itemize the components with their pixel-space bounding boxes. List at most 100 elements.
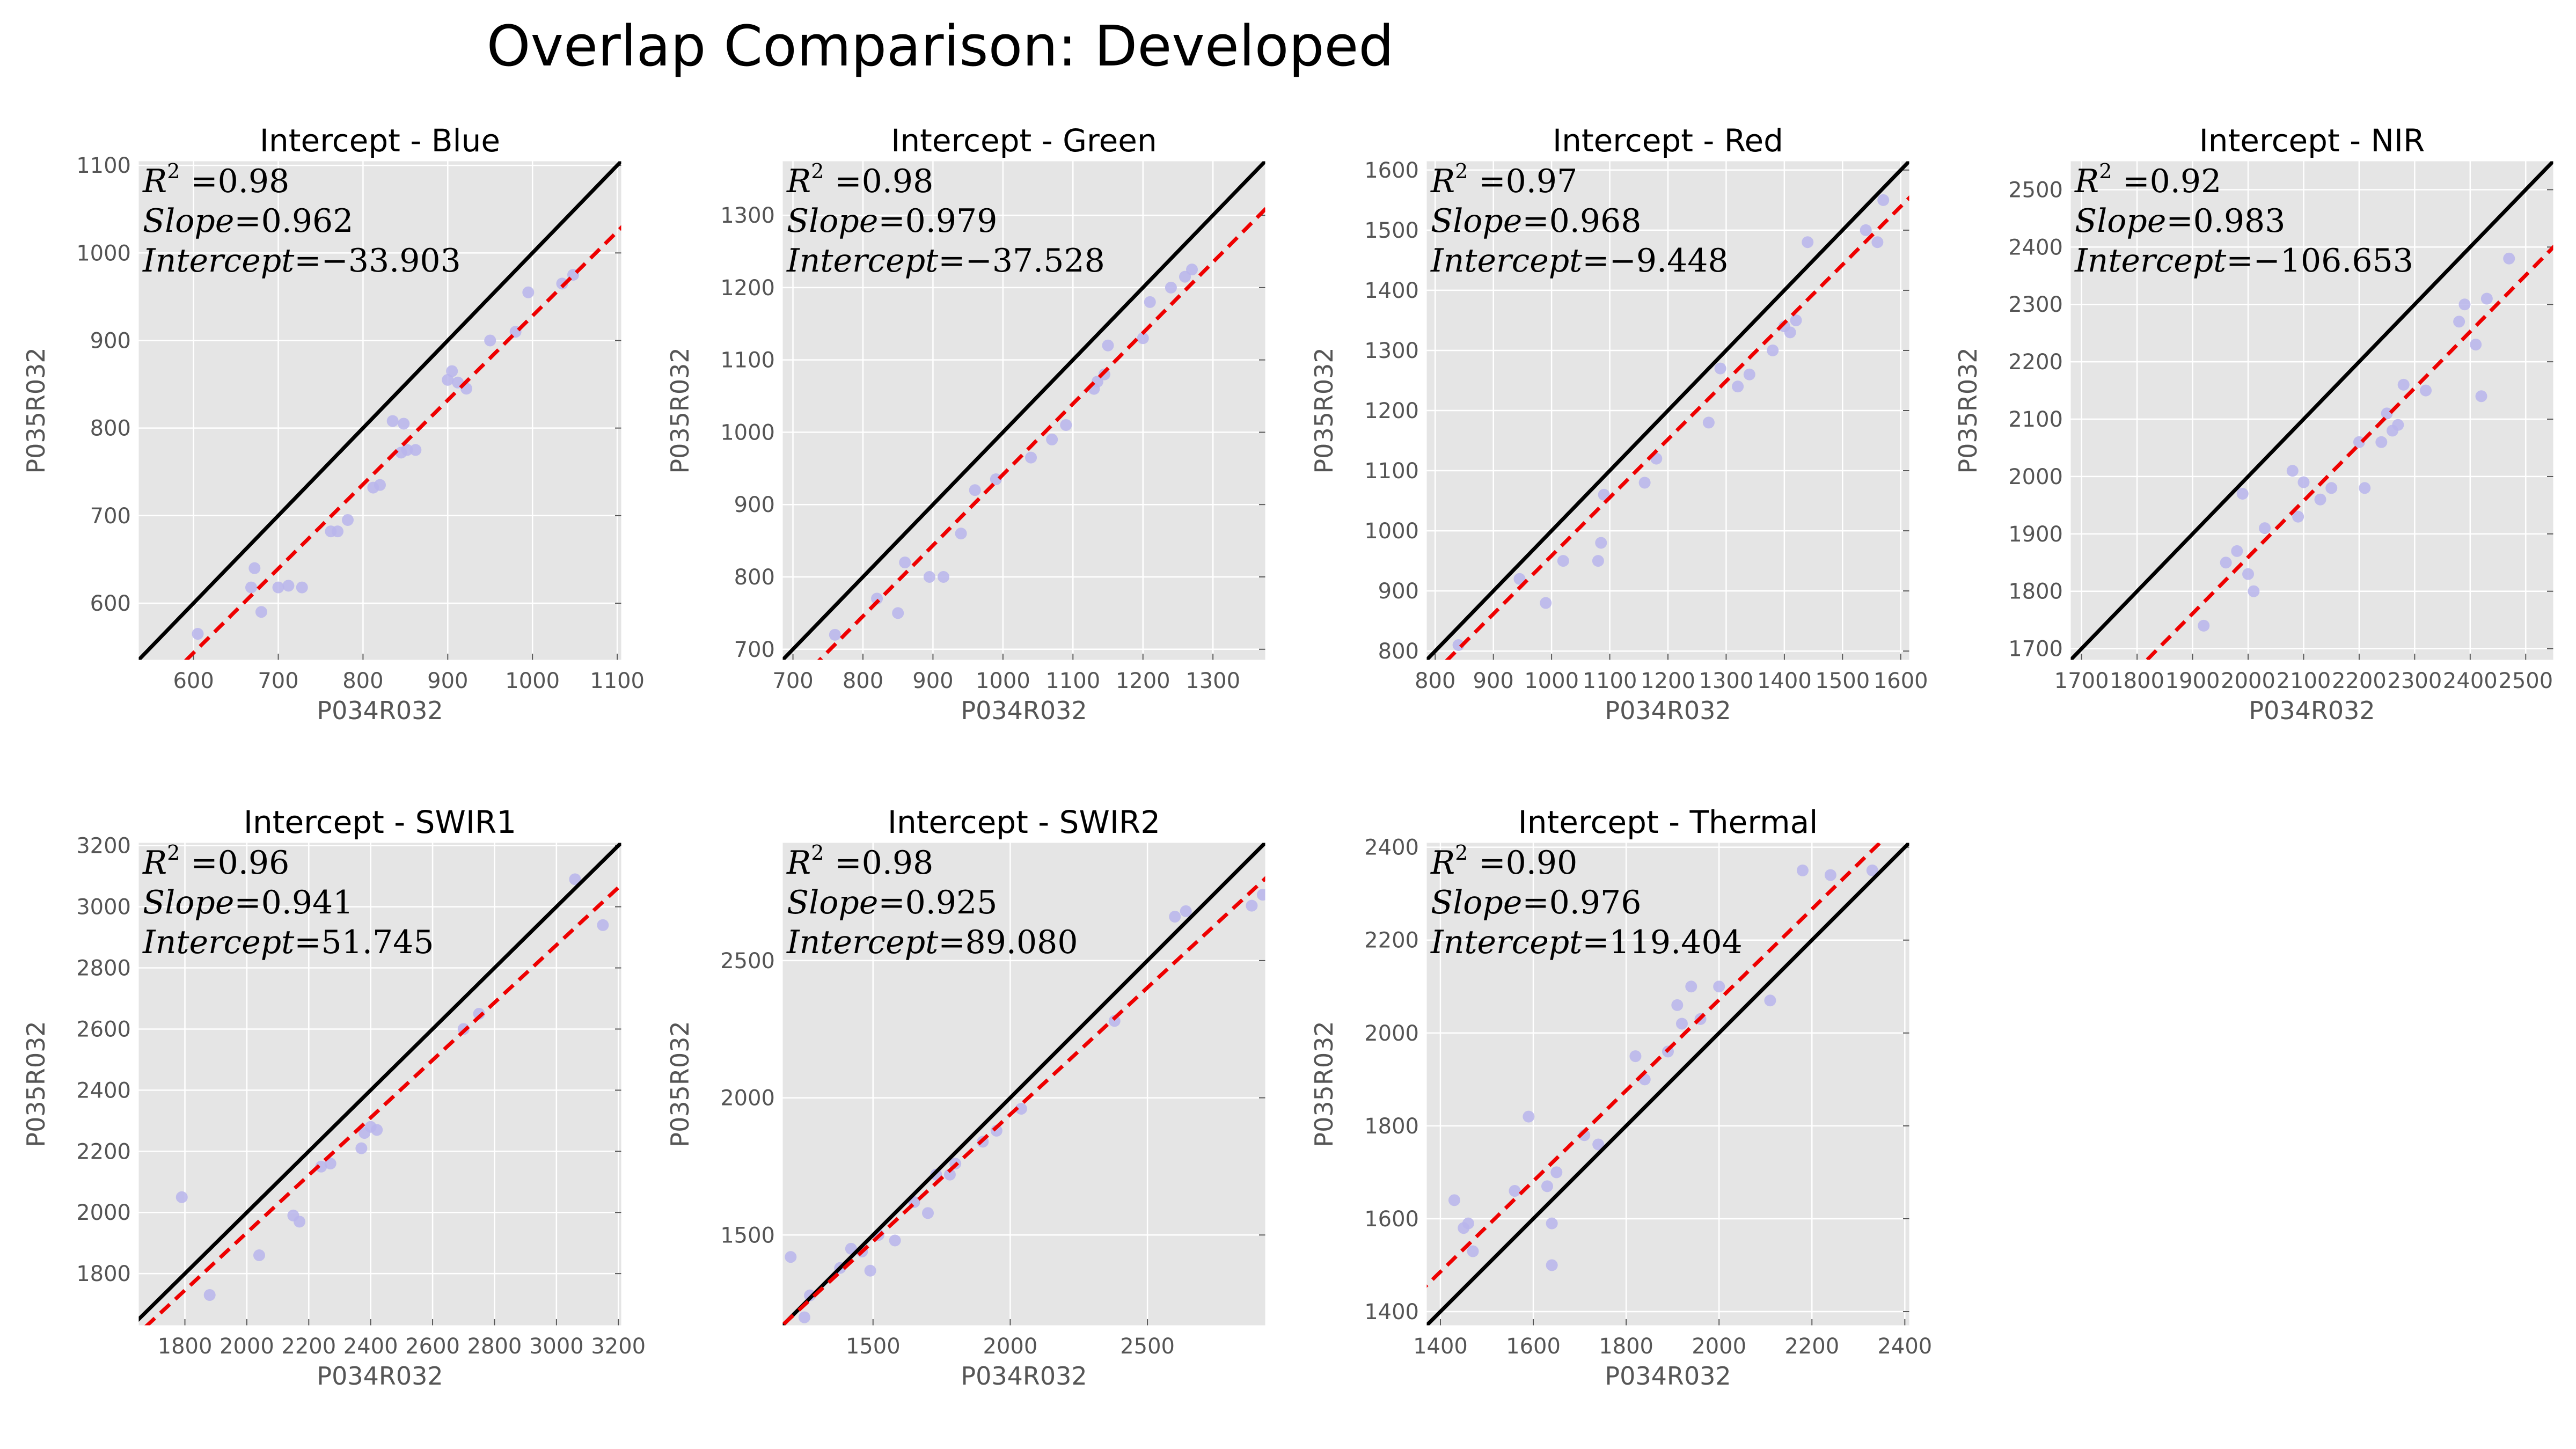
x-tick-label: 1800 <box>2110 669 2164 693</box>
data-point <box>2470 339 2482 351</box>
x-axis-label: P034R032 <box>1605 1362 1731 1391</box>
y-tick-label: 1400 <box>1364 1300 1419 1324</box>
data-point <box>1448 1194 1460 1206</box>
slope-annotation: Slope=0.983 <box>2075 202 2285 240</box>
data-point <box>386 415 399 427</box>
x-tick-label: 1800 <box>158 1334 213 1359</box>
data-point <box>1180 905 1192 917</box>
y-tick-label: 1200 <box>720 276 775 301</box>
x-tick-label: 1000 <box>976 669 1030 693</box>
data-point <box>2392 419 2404 431</box>
data-point <box>1523 1110 1535 1123</box>
x-axis-label: P034R032 <box>961 1362 1087 1391</box>
data-point <box>1860 224 1872 236</box>
data-point <box>371 1124 383 1136</box>
y-tick-label: 1300 <box>720 203 775 228</box>
data-point <box>248 562 261 574</box>
identity-line <box>138 161 621 660</box>
data-point <box>798 1311 810 1323</box>
axes-frame <box>138 160 622 661</box>
data-point <box>2292 510 2304 523</box>
x-tick-label: 2200 <box>281 1334 336 1359</box>
data-point <box>2286 465 2299 477</box>
x-tick-label: 2000 <box>2221 669 2275 693</box>
x-tick-label: 1600 <box>1506 1334 1561 1359</box>
data-point <box>930 1168 942 1181</box>
r-squared-annotation: R2 =0.98 <box>786 159 933 200</box>
y-tick-label: 2400 <box>2008 235 2063 260</box>
x-tick-label: 2300 <box>2387 669 2442 693</box>
y-tick-label: 1600 <box>1364 1207 1419 1232</box>
chart-panel: 600 700 800 900 1000 1100 600 700 800 900 1000 1100… <box>21 122 645 725</box>
x-axis-label: P034R032 <box>317 1362 443 1391</box>
data-point <box>1802 236 1814 248</box>
data-point <box>296 581 308 594</box>
x-tick-label: 900 <box>1473 669 1514 693</box>
data-point <box>2325 482 2338 494</box>
y-tick-label: 1600 <box>1364 158 1419 183</box>
x-tick-label: 700 <box>772 669 813 693</box>
y-tick-label: 2300 <box>2008 292 2063 317</box>
axes-frame <box>1426 842 1910 1326</box>
data-point <box>1467 1245 1479 1257</box>
y-tick-label: 700 <box>90 504 131 529</box>
data-point <box>2453 316 2465 328</box>
data-point <box>245 581 257 594</box>
y-tick-label: 1800 <box>1364 1114 1419 1139</box>
x-tick-label: 600 <box>173 669 214 693</box>
data-point <box>2297 476 2310 488</box>
data-point <box>1025 451 1037 464</box>
data-point <box>1702 416 1715 429</box>
axes-frame <box>782 842 1266 1326</box>
x-tick-label: 2400 <box>2443 669 2498 693</box>
y-tick-label: 1300 <box>1364 339 1419 363</box>
data-point <box>2198 619 2210 632</box>
chart-panel: 1500 2000 2500 1500 2000 2500 Intercept - SWIR… <box>665 804 1266 1391</box>
data-point <box>355 1142 368 1154</box>
data-point <box>969 484 981 496</box>
y-tick-label: 1100 <box>76 153 131 178</box>
data-point <box>1550 1166 1563 1179</box>
data-point <box>255 606 267 618</box>
data-point <box>272 581 284 594</box>
y-tick-label: 1800 <box>2008 580 2063 604</box>
data-point <box>1595 537 1607 549</box>
data-point <box>1714 362 1726 375</box>
intercept-annotation: Intercept=−33.903 <box>142 242 461 280</box>
fit-line <box>1444 195 1909 660</box>
data-point <box>1513 573 1526 585</box>
data-point <box>203 1289 216 1301</box>
x-tick-label: 2000 <box>983 1334 1038 1359</box>
y-tick-label: 2400 <box>1364 836 1419 860</box>
data-point <box>864 1264 876 1277</box>
data-point <box>2248 585 2260 597</box>
axes-frame <box>1426 160 1910 661</box>
data-point <box>192 628 204 640</box>
plot-marks <box>2070 161 2553 660</box>
scatter-panels: 600 700 800 900 1000 110060070080090010001100… <box>21 122 2554 1391</box>
y-axis-label: P035R032 <box>21 347 50 473</box>
r-squared-annotation: R2 =0.98 <box>786 841 933 882</box>
data-point <box>2420 384 2432 397</box>
data-point <box>597 919 609 931</box>
identity-line <box>138 843 621 1322</box>
x-tick-label: 1100 <box>590 669 645 693</box>
data-point <box>1546 1259 1558 1271</box>
chart-title: Intercept - Blue <box>260 122 500 159</box>
data-point <box>1452 639 1465 651</box>
y-tick-label: 1100 <box>720 348 775 373</box>
data-point <box>401 444 413 456</box>
data-point <box>1060 419 1072 431</box>
data-point <box>1796 864 1809 876</box>
data-point <box>569 873 581 885</box>
chart-title: Intercept - SWIR1 <box>244 804 516 840</box>
y-axis-label: P035R032 <box>665 347 694 473</box>
data-point <box>1102 339 1114 352</box>
data-point <box>315 1160 327 1173</box>
x-tick-label: 3200 <box>591 1334 646 1359</box>
x-tick-label: 1100 <box>1583 669 1637 693</box>
chart-title: Intercept - Red <box>1553 122 1783 159</box>
y-tick-label: 1400 <box>1364 279 1419 303</box>
data-point <box>332 525 344 538</box>
x-tick-label: 700 <box>258 669 298 693</box>
